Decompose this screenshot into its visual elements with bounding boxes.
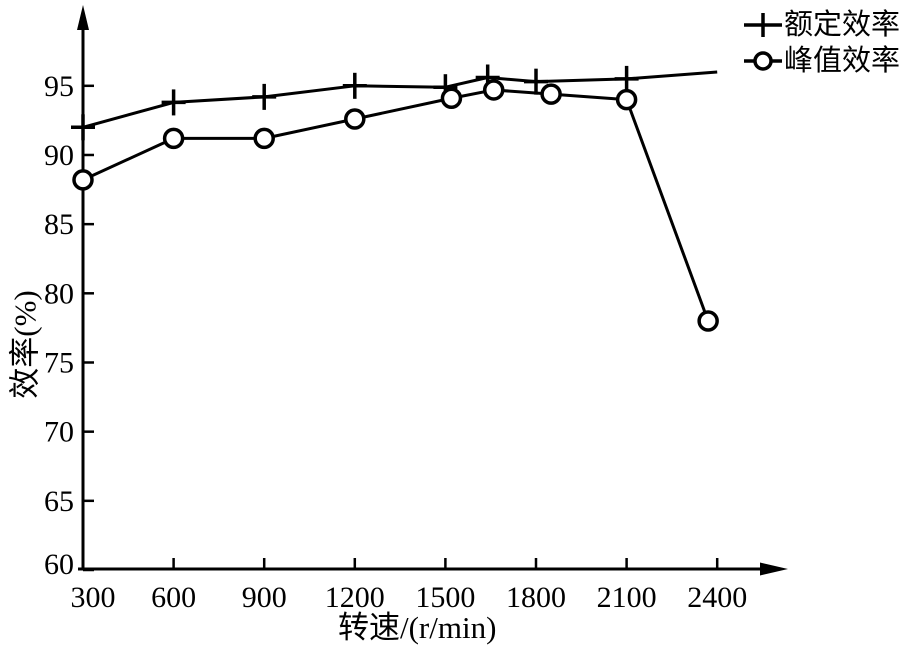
plus-marker-icon	[743, 13, 782, 37]
circle-marker	[540, 83, 562, 105]
circle-marker	[615, 88, 638, 111]
x-tick-label: 1500	[415, 581, 475, 614]
x-tick-label: 600	[151, 581, 196, 614]
circle-marker	[482, 79, 505, 101]
x-axis-title: 转速/(r/min)	[338, 610, 497, 645]
y-axis-title: 效率(%)	[7, 290, 43, 399]
circle-marker	[253, 127, 275, 150]
circle-marker-icon	[743, 51, 782, 71]
x-tick-label: 1800	[506, 581, 566, 614]
x-tick-label: 1200	[325, 581, 385, 614]
circle-marker	[440, 87, 463, 110]
circle-marker	[162, 127, 185, 150]
legend: 额定效率 峰值效率	[742, 8, 900, 78]
x-tick-label: 2100	[597, 581, 657, 614]
y-tick-label: 60	[44, 548, 74, 581]
legend-row-peak: 峰值效率	[742, 44, 900, 78]
y-tick-label: 90	[44, 139, 74, 172]
y-tick-label: 65	[44, 485, 74, 518]
x-tick-label: 900	[242, 581, 287, 614]
x-axis-arrow	[760, 562, 788, 576]
y-tick-label: 70	[44, 416, 74, 449]
circle-marker	[72, 169, 94, 191]
circle-marker	[344, 108, 366, 130]
legend-label-rated: 额定效率	[783, 8, 900, 41]
x-tick-label: 300	[71, 581, 116, 614]
y-tick-label: 95	[44, 70, 74, 103]
y-tick-label: 85	[44, 208, 74, 241]
y-axis-arrow	[77, 5, 89, 30]
legend-label-peak: 峰值效率	[783, 44, 900, 77]
y-tick-label: 75	[44, 346, 74, 379]
y-tick-label: 80	[44, 277, 74, 310]
x-tick-label: 2400	[687, 581, 747, 614]
legend-row-rated: 额定效率	[742, 8, 900, 42]
circle-marker	[697, 310, 719, 332]
series-line-1	[82, 88, 710, 322]
